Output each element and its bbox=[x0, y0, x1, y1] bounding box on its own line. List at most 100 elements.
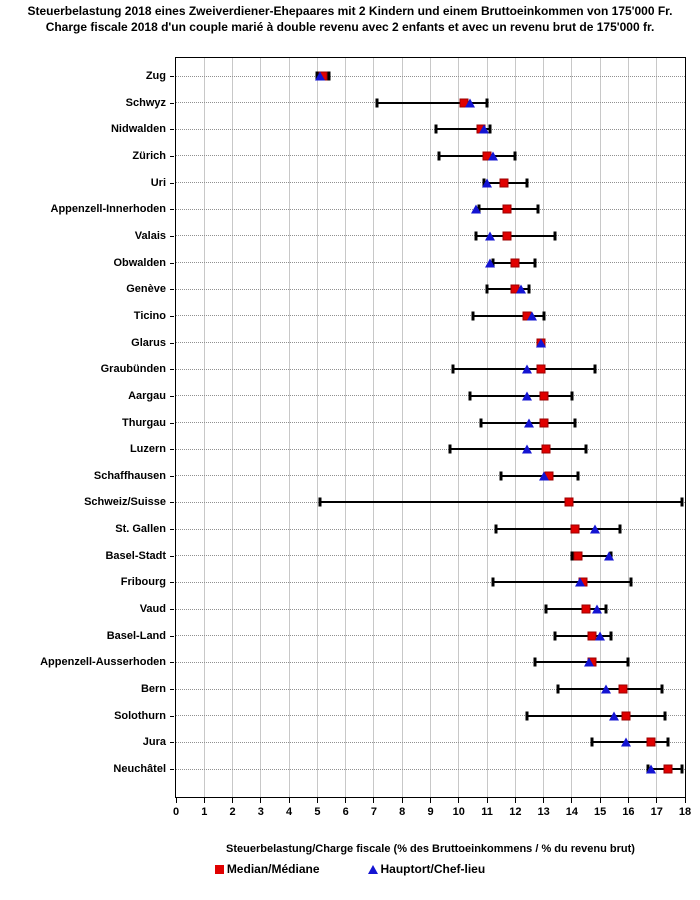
range-cap-min bbox=[499, 471, 503, 481]
canton-label: Zürich bbox=[132, 149, 166, 162]
range-cap-min bbox=[553, 631, 557, 641]
canton-label: Neuchâtel bbox=[113, 763, 166, 775]
x-axis-tick-label: 13 bbox=[537, 806, 550, 818]
x-axis-tick-label: 8 bbox=[399, 806, 406, 818]
median-square-icon bbox=[214, 864, 224, 874]
canton-label: Uri bbox=[150, 176, 166, 189]
range-cap-min bbox=[318, 497, 322, 507]
range-line bbox=[487, 288, 530, 291]
y-axis-tick bbox=[170, 582, 174, 584]
median-marker bbox=[510, 258, 520, 268]
x-axis-tick bbox=[599, 798, 601, 803]
range-line bbox=[470, 394, 572, 397]
hauptort-marker bbox=[482, 178, 493, 188]
gridline bbox=[514, 58, 516, 797]
y-axis-tick bbox=[170, 155, 174, 157]
y-axis-tick bbox=[170, 182, 174, 184]
row-guide bbox=[176, 422, 685, 423]
range-cap-max bbox=[327, 71, 331, 81]
row-guide bbox=[176, 342, 685, 344]
y-axis-tick bbox=[170, 235, 174, 237]
median-marker bbox=[502, 204, 512, 214]
range-cap-max bbox=[553, 231, 557, 241]
range-cap-max bbox=[629, 577, 633, 587]
y-axis-tick bbox=[170, 422, 174, 424]
x-axis-tick-label: 14 bbox=[565, 806, 578, 818]
range-line bbox=[376, 101, 488, 104]
y-axis-tick bbox=[170, 742, 174, 744]
x-axis-tick-label: 4 bbox=[286, 806, 293, 818]
canton-label: Bern bbox=[140, 683, 166, 696]
hauptort-marker bbox=[479, 124, 490, 134]
row-guide bbox=[176, 75, 685, 77]
median-marker bbox=[618, 684, 628, 694]
range-line bbox=[438, 154, 516, 157]
legend-item-median: Median/Médiane bbox=[214, 862, 320, 876]
hauptort-marker bbox=[603, 551, 614, 561]
range-cap-max bbox=[533, 258, 537, 268]
x-axis-tick-label: 11 bbox=[481, 806, 493, 818]
range-cap-max bbox=[488, 124, 492, 134]
range-cap-min bbox=[544, 604, 548, 614]
canton-label: Appenzell-Innerhoden bbox=[50, 203, 167, 216]
range-cap-max bbox=[536, 204, 540, 214]
row-guide bbox=[176, 608, 685, 610]
row-guide bbox=[176, 288, 685, 290]
y-axis-tick bbox=[170, 342, 174, 344]
median-marker bbox=[663, 764, 673, 774]
gridline bbox=[232, 58, 234, 797]
y-axis-tick bbox=[170, 449, 174, 451]
y-axis-tick bbox=[170, 502, 174, 504]
range-cap-max bbox=[626, 657, 630, 667]
range-cap-min bbox=[468, 391, 472, 401]
range-cap-min bbox=[451, 364, 455, 374]
x-axis-tick-label: 1 bbox=[201, 806, 208, 818]
median-marker bbox=[502, 231, 512, 241]
y-axis-tick bbox=[170, 102, 174, 104]
legend-label-hauptort: Hauptort/Chef-lieu bbox=[380, 862, 486, 876]
canton-label: Aargau bbox=[128, 389, 166, 402]
x-axis-tick bbox=[232, 798, 234, 803]
hauptort-marker bbox=[521, 444, 532, 454]
x-axis-tick-label: 5 bbox=[314, 806, 321, 818]
hauptort-marker bbox=[527, 311, 538, 321]
row-guide bbox=[176, 448, 685, 450]
row-guide bbox=[176, 155, 685, 157]
range-cap-max bbox=[618, 524, 622, 534]
y-axis-tick bbox=[170, 129, 174, 131]
row-guide bbox=[176, 741, 685, 743]
range-cap-min bbox=[434, 124, 438, 134]
gridline bbox=[373, 58, 375, 797]
x-axis-tick bbox=[373, 798, 375, 803]
canton-label: Luzern bbox=[129, 443, 166, 456]
canton-label: Solothurn bbox=[114, 709, 166, 722]
range-cap-min bbox=[375, 98, 379, 108]
canton-label: Genève bbox=[126, 283, 166, 296]
range-line bbox=[554, 634, 612, 637]
row-guide bbox=[176, 235, 685, 237]
x-axis-tick-label: 6 bbox=[342, 806, 349, 818]
row-guide bbox=[176, 581, 685, 583]
canton-label: Fribourg bbox=[120, 576, 166, 589]
y-axis-tick bbox=[170, 475, 174, 477]
gridline bbox=[316, 58, 318, 797]
y-axis-tick bbox=[170, 369, 174, 371]
range-cap-min bbox=[491, 577, 495, 587]
range-cap-max bbox=[660, 684, 664, 694]
gridline bbox=[288, 58, 290, 797]
median-marker bbox=[570, 524, 580, 534]
gridline bbox=[203, 58, 205, 797]
gridline bbox=[486, 58, 488, 797]
gridline bbox=[345, 58, 347, 797]
row-guide bbox=[176, 688, 685, 690]
range-line bbox=[436, 128, 490, 131]
range-cap-min bbox=[590, 737, 594, 747]
row-guide bbox=[176, 768, 685, 770]
range-cap-max bbox=[663, 711, 667, 721]
y-axis-tick bbox=[170, 715, 174, 717]
y-axis-tick bbox=[170, 209, 174, 211]
canton-label: Zug bbox=[145, 70, 166, 82]
x-axis-tick bbox=[316, 798, 318, 803]
y-axis-tick bbox=[170, 555, 174, 557]
chart-title-french: Charge fiscale 2018 d'un couple marié à … bbox=[45, 20, 655, 34]
